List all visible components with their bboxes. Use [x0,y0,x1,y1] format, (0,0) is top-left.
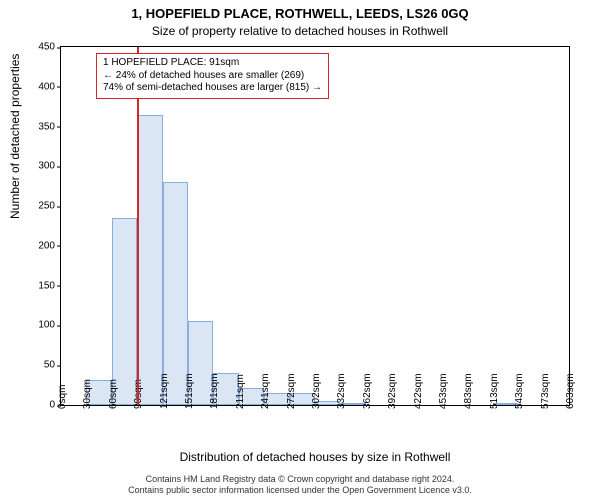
footer-line1: Contains HM Land Registry data © Crown c… [0,474,600,485]
chart-subtitle: Size of property relative to detached ho… [0,24,600,38]
annotation-line2: ← 24% of detached houses are smaller (26… [103,70,322,83]
x-tick: 181sqm [209,373,220,409]
x-tick: 302sqm [311,373,322,409]
y-tick: 350 [38,121,61,132]
x-tick: 241sqm [260,373,271,409]
footer-line2: Contains public sector information licen… [0,485,600,496]
x-tick: 573sqm [540,373,551,409]
x-tick: 483sqm [463,373,474,409]
x-tick: 211sqm [235,374,246,409]
footer: Contains HM Land Registry data © Crown c… [0,474,600,496]
reference-marker [137,47,139,405]
chart-container: 1, HOPEFIELD PLACE, ROTHWELL, LEEDS, LS2… [0,0,600,500]
x-tick: 543sqm [514,373,525,409]
x-tick: 422sqm [413,373,424,409]
chart-title: 1, HOPEFIELD PLACE, ROTHWELL, LEEDS, LS2… [0,6,600,21]
y-tick: 450 [38,42,61,53]
y-tick: 150 [38,280,61,291]
y-tick: 400 [38,81,61,92]
x-tick: 60sqm [108,379,119,409]
x-tick: 362sqm [362,373,373,409]
x-tick: 513sqm [489,373,500,409]
y-tick: 100 [38,320,61,331]
y-tick: 50 [44,360,61,371]
bar [137,115,162,405]
x-tick: 121sqm [159,373,170,409]
x-tick: 0sqm [57,385,68,409]
x-tick: 30sqm [82,379,93,409]
annotation-box: 1 HOPEFIELD PLACE: 91sqm ← 24% of detach… [96,53,329,99]
x-tick: 272sqm [286,373,297,409]
annotation-line3: 74% of semi-detached houses are larger (… [103,82,322,95]
x-tick: 603sqm [565,373,576,409]
x-tick: 332sqm [336,373,347,409]
y-tick: 300 [38,161,61,172]
x-tick: 453sqm [438,373,449,409]
bar [163,182,188,405]
x-tick: 392sqm [387,373,398,409]
plot-area: 1 HOPEFIELD PLACE: 91sqm ← 24% of detach… [60,46,570,406]
y-tick: 200 [38,240,61,251]
x-axis-label: Distribution of detached houses by size … [60,450,570,464]
y-axis-label: Number of detached properties [8,54,22,219]
x-tick: 151sqm [184,373,195,409]
y-tick: 250 [38,201,61,212]
bar [112,218,137,405]
annotation-line1: 1 HOPEFIELD PLACE: 91sqm [103,57,322,70]
